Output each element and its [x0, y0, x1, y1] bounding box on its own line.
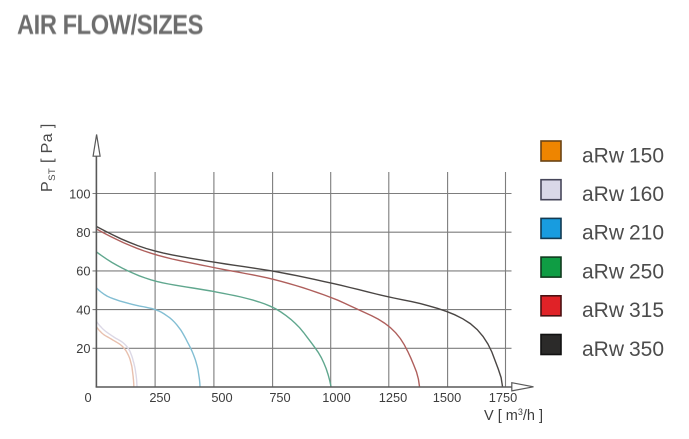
svg-text:750: 750	[269, 390, 290, 405]
svg-text:aRw: aRw	[582, 338, 625, 361]
svg-text:PST [ Pa ]: PST [ Pa ]	[39, 123, 58, 192]
svg-text:60: 60	[76, 264, 90, 279]
svg-text:V [ m3/h ]: V [ m3/h ]	[484, 407, 543, 424]
svg-text:210: 210	[629, 222, 664, 245]
svg-text:aRw: aRw	[582, 299, 625, 322]
svg-text:aRw: aRw	[582, 183, 625, 206]
svg-text:150: 150	[629, 144, 664, 167]
svg-text:250: 250	[149, 390, 170, 405]
svg-text:40: 40	[76, 302, 90, 317]
svg-text:1500: 1500	[433, 390, 461, 405]
svg-text:1250: 1250	[379, 390, 407, 405]
svg-text:aRw: aRw	[582, 144, 625, 167]
svg-text:100: 100	[69, 186, 90, 201]
svg-text:1750: 1750	[489, 390, 517, 405]
svg-text:350: 350	[629, 338, 664, 361]
svg-text:aRw: aRw	[582, 260, 625, 283]
svg-text:aRw: aRw	[582, 222, 625, 245]
svg-text:1000: 1000	[322, 390, 350, 405]
svg-text:80: 80	[76, 225, 90, 240]
svg-text:0: 0	[84, 390, 91, 405]
svg-text:250: 250	[629, 260, 664, 283]
svg-text:160: 160	[629, 183, 664, 206]
svg-text:315: 315	[629, 299, 664, 322]
svg-text:20: 20	[76, 341, 90, 356]
svg-text:500: 500	[211, 390, 232, 405]
